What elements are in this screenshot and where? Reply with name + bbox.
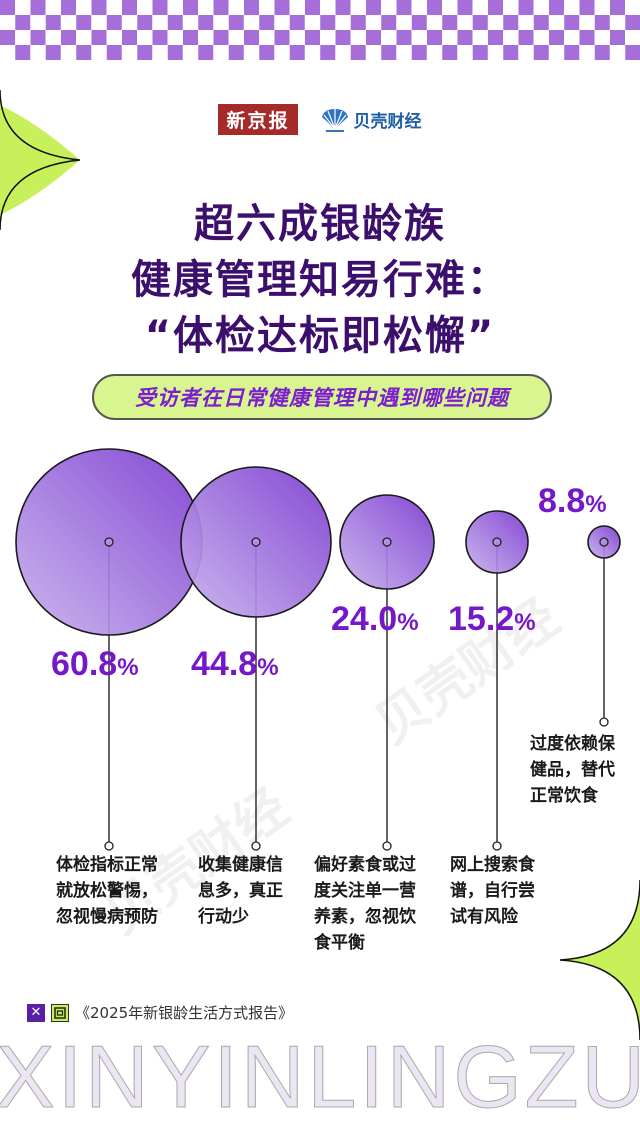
subtitle-pill: 受访者在日常健康管理中遇到哪些问题 bbox=[92, 374, 552, 420]
bubble-44-8 bbox=[180, 466, 332, 618]
bubble-8-8 bbox=[587, 525, 621, 559]
close-x-icon: ✕ bbox=[27, 1003, 45, 1022]
description-5: 过度依赖保 健品，替代 正常饮食 bbox=[530, 734, 615, 806]
value-label-5: 8.8% bbox=[538, 482, 607, 520]
description-3: 偏好素食或过 度关注单一营 养素，忽视饮 食平衡 bbox=[314, 855, 416, 953]
source-text: 《2025年新银龄生活方式报告》 bbox=[75, 1004, 294, 1022]
title-line-2: 健康管理知易行难： bbox=[131, 257, 509, 303]
shell-icon bbox=[321, 108, 348, 132]
title-line-3: “体检达标即松懈” bbox=[144, 313, 496, 359]
source-line: ✕ 《2025年新银龄生活方式报告》 bbox=[27, 1002, 293, 1023]
xinjingbao-logo: 新京报 bbox=[218, 104, 298, 135]
description-4: 网上搜索食 谱，自行尝 试有风险 bbox=[450, 855, 535, 927]
lime-star-left bbox=[0, 90, 80, 230]
value-label-3: 24.0% bbox=[331, 600, 419, 638]
beike-caijing-logo: 贝壳财经 bbox=[320, 107, 422, 133]
title-line-1: 超六成银龄族 bbox=[194, 201, 446, 247]
page-title: 超六成银龄族 健康管理知易行难： “体检达标即松懈” bbox=[0, 196, 640, 364]
bubble-24-0 bbox=[339, 494, 435, 590]
bubble-15-2 bbox=[465, 510, 529, 574]
value-label-4: 15.2% bbox=[448, 600, 536, 638]
value-label-2: 44.8% bbox=[191, 645, 279, 683]
checkerboard-banner bbox=[0, 0, 640, 60]
description-2: 收集健康信 息多，真正 行动少 bbox=[198, 855, 283, 927]
beike-caijing-text: 贝壳财经 bbox=[353, 112, 422, 132]
description-1: 体检指标正常 就放松警惕， 忽视慢病预防 bbox=[56, 855, 158, 927]
value-label-1: 60.8% bbox=[51, 645, 139, 683]
footer-big-word: XINYINLINGZU bbox=[0, 1027, 640, 1127]
window-icon bbox=[51, 1003, 69, 1022]
logo-bar: 新京报 贝壳财经 bbox=[0, 104, 640, 135]
subtitle-text: 受访者在日常健康管理中遇到哪些问题 bbox=[135, 386, 509, 410]
lime-star-right bbox=[560, 880, 640, 1040]
